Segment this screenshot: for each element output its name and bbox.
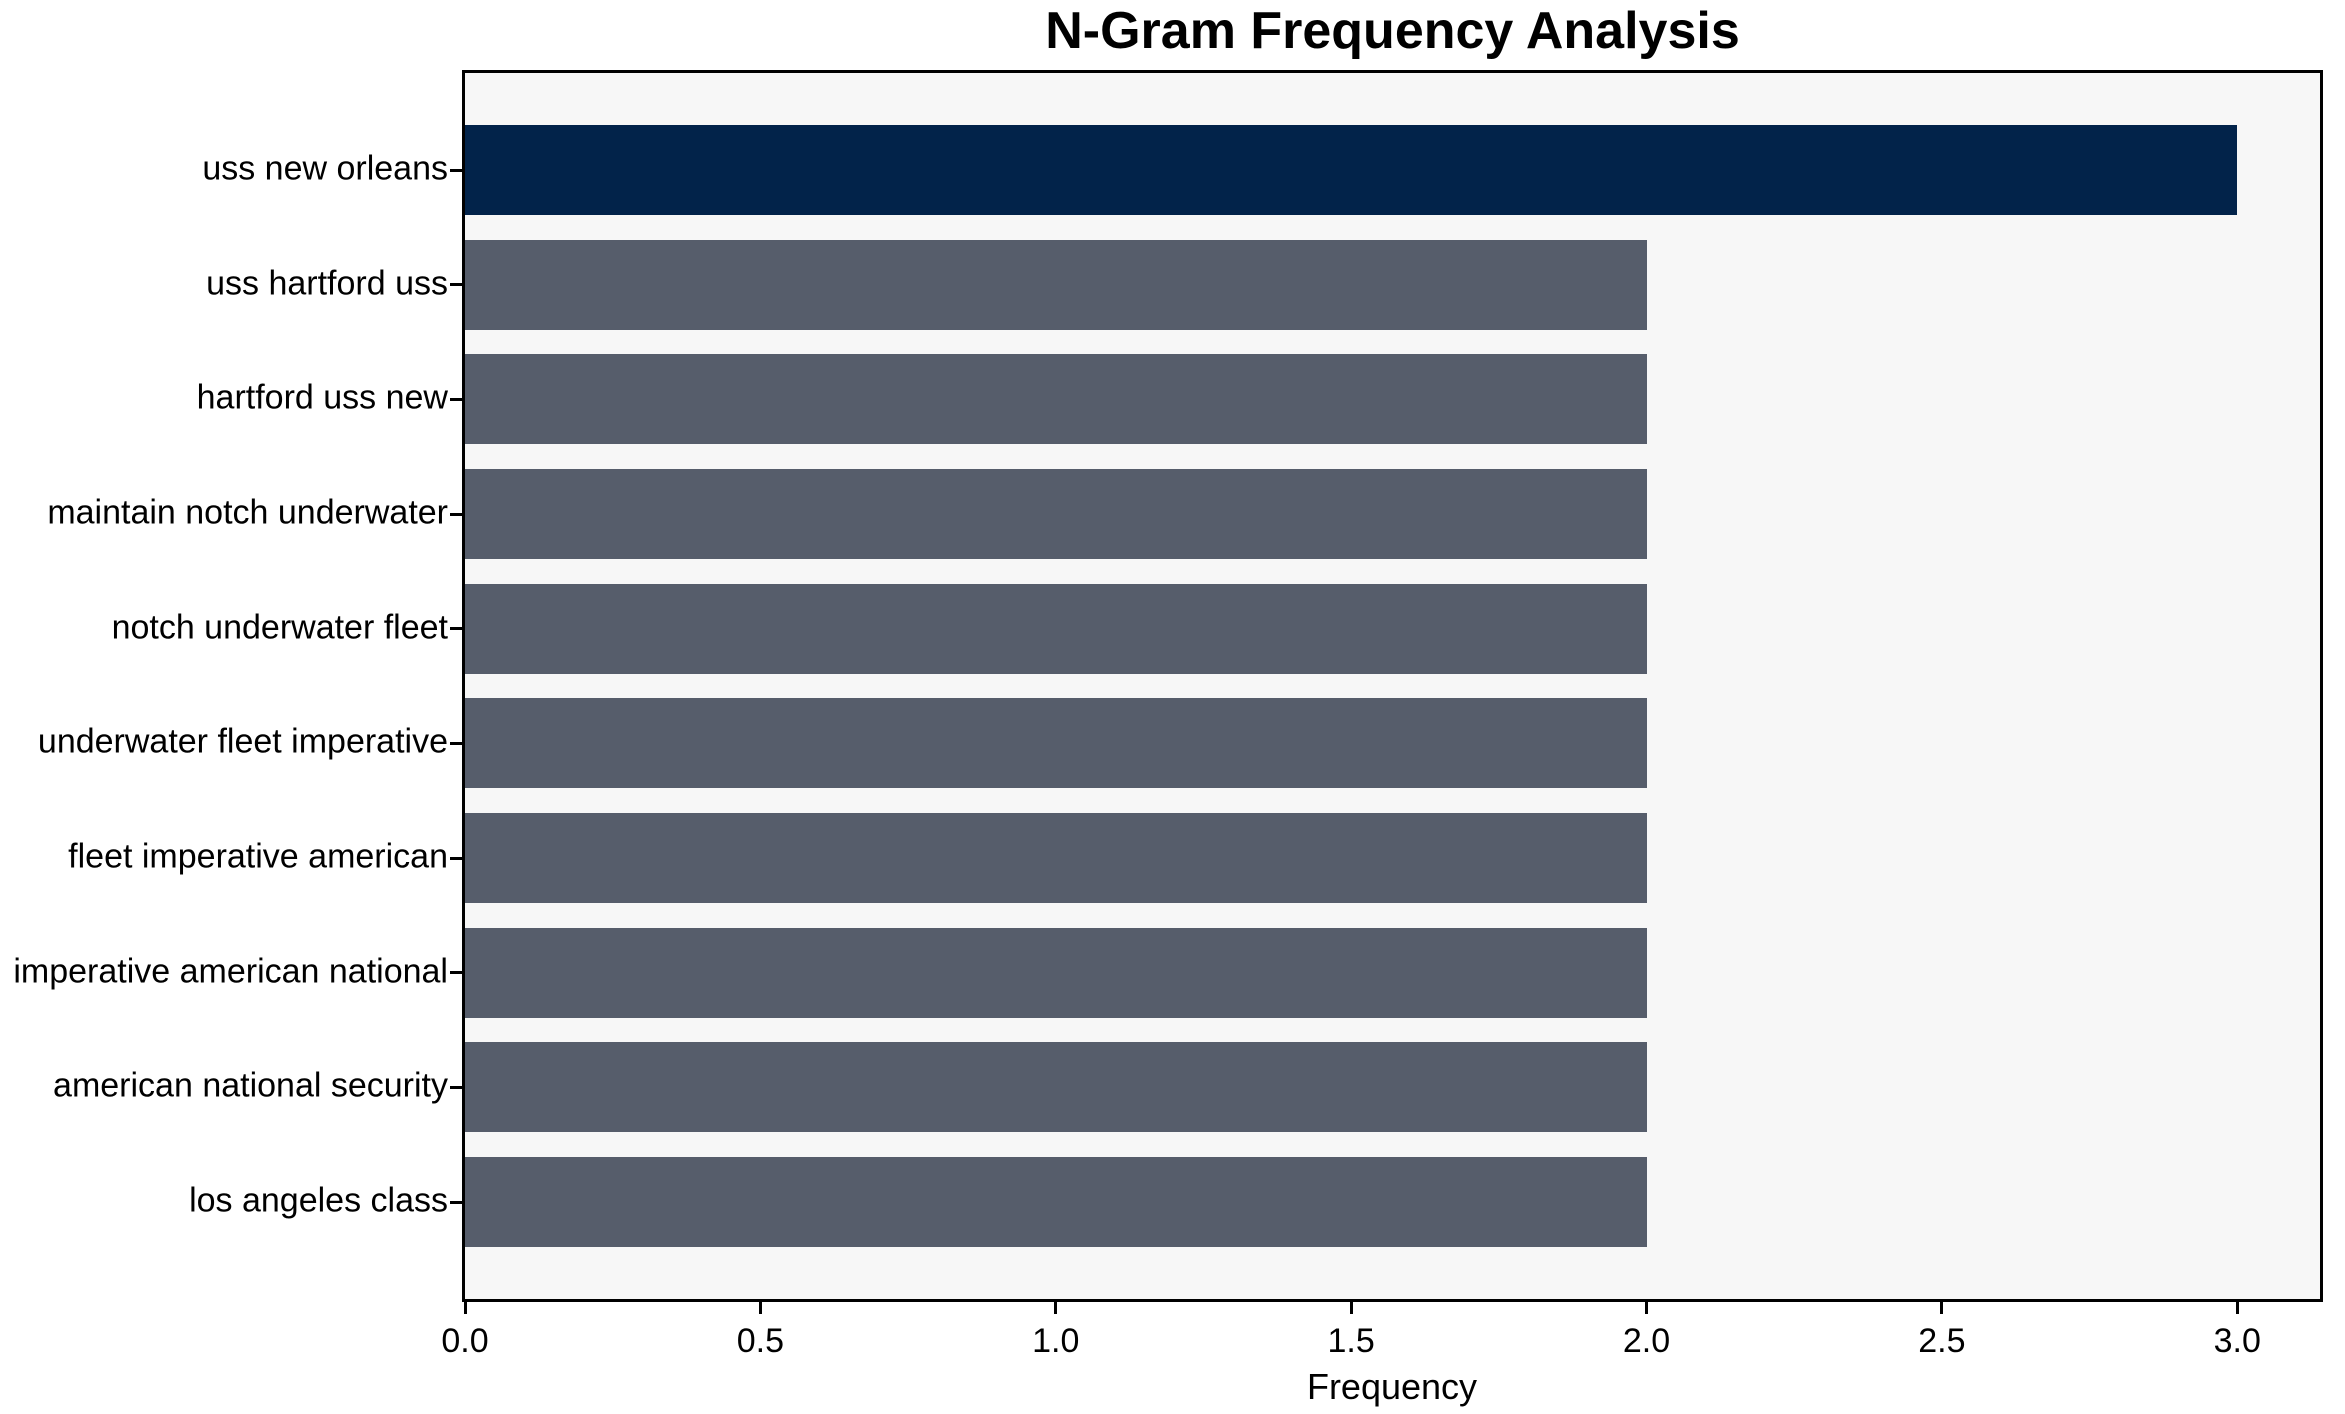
x-tick-mark — [2235, 1302, 2239, 1314]
x-tick-mark — [1940, 1302, 1944, 1314]
y-tick-label: hartford uss new — [196, 379, 448, 418]
y-tick-label: notch underwater fleet — [111, 608, 448, 647]
plot-area — [462, 70, 2323, 1302]
y-tick-label: american national security — [53, 1067, 448, 1106]
bars-container — [465, 125, 2320, 1247]
x-tick-label: 3.0 — [2213, 1322, 2261, 1360]
bar-uss-new-orleans — [465, 125, 2238, 215]
y-tick-mark — [450, 512, 462, 516]
bar-maintain-notch-underwater — [465, 468, 1647, 559]
x-tick-mark — [1349, 1302, 1353, 1314]
x-tick-label: 2.0 — [1622, 1322, 1671, 1360]
y-tick-mark — [450, 283, 462, 287]
x-tick-label: 0.0 — [441, 1322, 489, 1360]
x-axis-title: Frequency — [1306, 1366, 1478, 1407]
y-tick-label: underwater fleet imperative — [37, 723, 448, 762]
bar-underwater-fleet-imperative — [465, 698, 1647, 789]
y-tick-mark — [450, 856, 462, 860]
x-tick-label: 1.0 — [1032, 1322, 1080, 1360]
bar-los-angeles-class — [465, 1156, 1647, 1247]
bar-fleet-imperative-american — [465, 812, 1647, 903]
bar-imperative-american-national — [465, 927, 1647, 1018]
y-tick-mark — [450, 627, 462, 631]
y-tick-label: uss hartford uss — [206, 264, 448, 303]
y-tick-mark — [450, 168, 462, 172]
bar-hartford-uss-new — [465, 354, 1647, 445]
y-tick-label: los angeles class — [189, 1181, 448, 1220]
y-tick-label: imperative american national — [13, 952, 448, 991]
y-tick-mark — [450, 1200, 462, 1204]
y-tick-mark — [450, 741, 462, 745]
x-tick-mark — [758, 1302, 762, 1314]
y-tick-label: uss new orleans — [202, 149, 448, 188]
x-tick-mark — [1645, 1302, 1649, 1314]
x-tick-label: 1.5 — [1327, 1322, 1375, 1360]
y-tick-mark — [450, 397, 462, 401]
x-tick-label: 0.5 — [736, 1322, 785, 1360]
y-tick-mark — [450, 1085, 462, 1089]
chart-title: N-Gram Frequency Analysis — [1045, 2, 1740, 60]
y-tick-mark — [450, 971, 462, 975]
y-tick-label: fleet imperative american — [68, 837, 448, 876]
bar-american-national-security — [465, 1042, 1647, 1133]
x-tick-mark — [1054, 1302, 1058, 1314]
bar-uss-hartford-uss — [465, 239, 1647, 330]
x-tick-mark — [463, 1302, 467, 1314]
x-tick-label: 2.5 — [1918, 1322, 1966, 1360]
y-tick-label: maintain notch underwater — [47, 493, 448, 532]
bar-notch-underwater-fleet — [465, 583, 1647, 674]
